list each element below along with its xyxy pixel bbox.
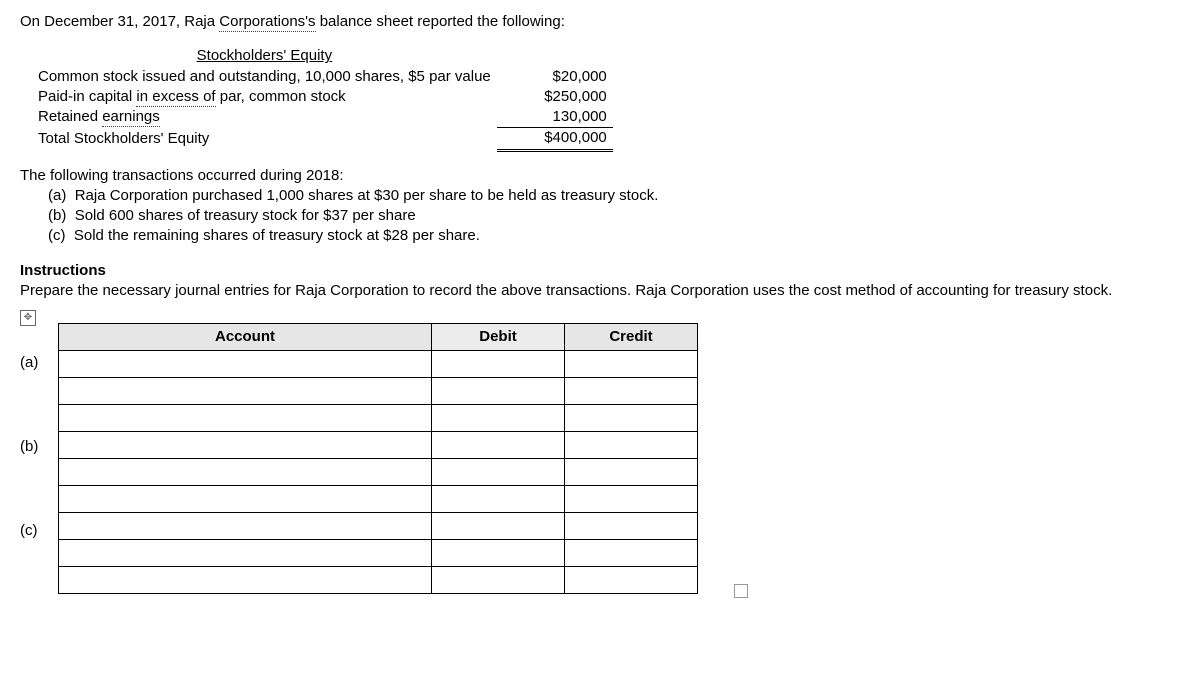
account-cell[interactable] [59,540,432,567]
transactions-item: (c) Sold the remaining shares of treasur… [48,226,1180,246]
account-cell[interactable] [59,459,432,486]
equity-heading: Stockholders' Equity [197,47,332,64]
group-label: (c) [20,521,38,541]
journal-table-wrap: Account Debit Credit (a) (b) (c) [20,323,698,594]
transactions-lead: The following transactions occurred duri… [20,166,1180,186]
credit-cell[interactable] [565,405,698,432]
account-cell[interactable] [59,486,432,513]
account-cell[interactable] [59,432,432,459]
credit-cell[interactable] [565,378,698,405]
instructions-body: Prepare the necessary journal entries fo… [20,281,1180,301]
account-cell[interactable] [59,378,432,405]
credit-cell[interactable] [565,486,698,513]
table-row[interactable] [59,351,698,378]
table-row[interactable] [59,567,698,594]
equity-row-amount: $400,000 [497,128,613,150]
debit-cell[interactable] [432,432,565,459]
debit-cell[interactable] [432,540,565,567]
table-row[interactable] [59,459,698,486]
equity-row-label: Total Stockholders' Equity [38,128,497,150]
equity-row-label: Paid-in capital in excess of par, common… [38,87,497,107]
equity-row-amount: $250,000 [497,87,613,107]
equity-row-label: Common stock issued and outstanding, 10,… [38,67,497,87]
table-row[interactable] [59,405,698,432]
credit-cell[interactable] [565,351,698,378]
account-cell[interactable] [59,351,432,378]
table-row[interactable] [59,540,698,567]
debit-cell[interactable] [432,513,565,540]
account-cell[interactable] [59,567,432,594]
debit-cell[interactable] [432,378,565,405]
intro-prefix: On December 31, 2017, Raja [20,13,219,30]
credit-cell[interactable] [565,567,698,594]
resize-handle-icon[interactable] [734,584,748,598]
intro-suffix: balance sheet reported the following: [316,13,565,30]
transactions-item: (a) Raja Corporation purchased 1,000 sha… [48,186,1180,206]
credit-cell[interactable] [565,513,698,540]
group-label: (b) [20,437,38,457]
table-row[interactable] [59,378,698,405]
intro-wavy: Corporations's [219,13,315,32]
debit-cell[interactable] [432,405,565,432]
col-header-account: Account [59,324,432,351]
instructions-block: Instructions Prepare the necessary journ… [20,261,1180,302]
col-header-credit: Credit [565,324,698,351]
equity-heading-cell: Stockholders' Equity [38,46,497,66]
equity-row-amount: $20,000 [497,67,613,87]
equity-block: Stockholders' Equity Common stock issued… [38,46,1180,151]
debit-cell[interactable] [432,351,565,378]
table-row[interactable] [59,513,698,540]
transactions-block: The following transactions occurred duri… [20,166,1180,247]
intro-paragraph: On December 31, 2017, Raja Corporations'… [20,12,1180,32]
debit-cell[interactable] [432,567,565,594]
table-row[interactable] [59,486,698,513]
account-cell[interactable] [59,405,432,432]
transactions-item: (b) Sold 600 shares of treasury stock fo… [48,206,1180,226]
group-label: (a) [20,353,38,373]
credit-cell[interactable] [565,459,698,486]
debit-cell[interactable] [432,459,565,486]
table-row[interactable] [59,432,698,459]
journal-table: Account Debit Credit [58,323,698,594]
debit-cell[interactable] [432,486,565,513]
instructions-heading: Instructions [20,261,1180,281]
account-cell[interactable] [59,513,432,540]
credit-cell[interactable] [565,432,698,459]
col-header-debit: Debit [432,324,565,351]
equity-row-amount: 130,000 [497,107,613,128]
equity-row-label: Retained earnings [38,107,497,128]
credit-cell[interactable] [565,540,698,567]
